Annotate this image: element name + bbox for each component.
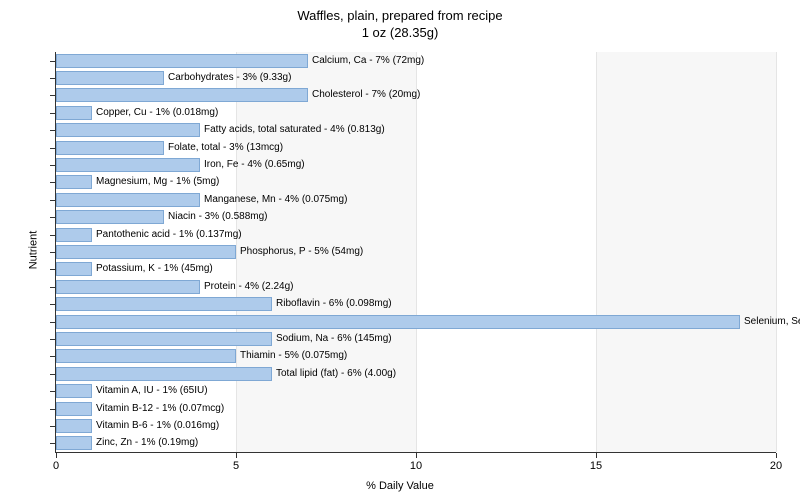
nutrient-bar-label: Pantothenic acid - 1% (0.137mg) bbox=[96, 228, 242, 242]
y-tick bbox=[50, 252, 55, 253]
y-tick bbox=[50, 391, 55, 392]
y-tick bbox=[50, 374, 55, 375]
nutrient-bar-label: Calcium, Ca - 7% (72mg) bbox=[312, 54, 424, 68]
y-tick bbox=[50, 165, 55, 166]
nutrient-bar-label: Vitamin B-6 - 1% (0.016mg) bbox=[96, 419, 219, 433]
nutrient-bar-label: Zinc, Zn - 1% (0.19mg) bbox=[96, 436, 198, 450]
nutrient-bar bbox=[56, 158, 200, 172]
y-tick bbox=[50, 339, 55, 340]
x-tick-label: 20 bbox=[770, 460, 782, 472]
x-tick-label: 15 bbox=[590, 460, 602, 472]
nutrient-bar bbox=[56, 210, 164, 224]
y-tick bbox=[50, 182, 55, 183]
nutrient-bar bbox=[56, 245, 236, 259]
y-tick bbox=[50, 443, 55, 444]
nutrient-bar bbox=[56, 228, 92, 242]
x-tick bbox=[236, 453, 237, 458]
y-tick bbox=[50, 269, 55, 270]
y-tick bbox=[50, 130, 55, 131]
nutrient-bar-label: Phosphorus, P - 5% (54mg) bbox=[240, 245, 363, 259]
nutrient-bar-label: Cholesterol - 7% (20mg) bbox=[312, 88, 420, 102]
nutrient-bar bbox=[56, 419, 92, 433]
nutrient-bar bbox=[56, 262, 92, 276]
nutrient-bar-label: Iron, Fe - 4% (0.65mg) bbox=[204, 158, 305, 172]
y-tick bbox=[50, 287, 55, 288]
gridline bbox=[776, 52, 777, 452]
y-tick bbox=[50, 78, 55, 79]
nutrient-bar bbox=[56, 280, 200, 294]
y-tick bbox=[50, 95, 55, 96]
x-tick bbox=[596, 453, 597, 458]
nutrient-bar-label: Magnesium, Mg - 1% (5mg) bbox=[96, 175, 219, 189]
nutrient-bar-label: Copper, Cu - 1% (0.018mg) bbox=[96, 106, 218, 120]
nutrient-bar-label: Folate, total - 3% (13mcg) bbox=[168, 141, 283, 155]
y-tick bbox=[50, 148, 55, 149]
y-tick bbox=[50, 61, 55, 62]
nutrient-bar bbox=[56, 297, 272, 311]
y-tick bbox=[50, 304, 55, 305]
nutrient-chart: Waffles, plain, prepared from recipe 1 o… bbox=[0, 0, 800, 500]
nutrient-bar-label: Riboflavin - 6% (0.098mg) bbox=[276, 297, 392, 311]
y-tick bbox=[50, 200, 55, 201]
y-tick bbox=[50, 217, 55, 218]
nutrient-bar bbox=[56, 315, 740, 329]
y-tick bbox=[50, 409, 55, 410]
y-tick bbox=[50, 356, 55, 357]
nutrient-bar bbox=[56, 88, 308, 102]
nutrient-bar-label: Potassium, K - 1% (45mg) bbox=[96, 262, 213, 276]
nutrient-bar-label: Carbohydrates - 3% (9.33g) bbox=[168, 71, 291, 85]
gridline bbox=[236, 52, 237, 452]
x-tick bbox=[416, 453, 417, 458]
nutrient-bar-label: Total lipid (fat) - 6% (4.00g) bbox=[276, 367, 396, 381]
x-axis-label: % Daily Value bbox=[0, 480, 800, 492]
y-tick bbox=[50, 113, 55, 114]
x-tick-label: 0 bbox=[53, 460, 59, 472]
nutrient-bar bbox=[56, 106, 92, 120]
nutrient-bar bbox=[56, 436, 92, 450]
nutrient-bar-label: Selenium, Se - 19% (13.1mcg) bbox=[744, 315, 800, 329]
nutrient-bar bbox=[56, 123, 200, 137]
y-tick bbox=[50, 235, 55, 236]
x-tick-label: 10 bbox=[410, 460, 422, 472]
nutrient-bar-label: Vitamin A, IU - 1% (65IU) bbox=[96, 384, 208, 398]
gridline bbox=[596, 52, 597, 452]
title-line1: Waffles, plain, prepared from recipe bbox=[297, 8, 502, 23]
nutrient-bar-label: Protein - 4% (2.24g) bbox=[204, 280, 294, 294]
nutrient-bar bbox=[56, 349, 236, 363]
nutrient-bar bbox=[56, 193, 200, 207]
chart-title: Waffles, plain, prepared from recipe 1 o… bbox=[0, 0, 800, 42]
nutrient-bar-label: Thiamin - 5% (0.075mg) bbox=[240, 349, 347, 363]
nutrient-bar bbox=[56, 54, 308, 68]
nutrient-bar-label: Fatty acids, total saturated - 4% (0.813… bbox=[204, 123, 385, 137]
nutrient-bar bbox=[56, 402, 92, 416]
nutrient-bar-label: Niacin - 3% (0.588mg) bbox=[168, 210, 267, 224]
nutrient-bar bbox=[56, 141, 164, 155]
grid-shade bbox=[596, 52, 776, 452]
y-tick bbox=[50, 426, 55, 427]
nutrient-bar bbox=[56, 384, 92, 398]
nutrient-bar-label: Manganese, Mn - 4% (0.075mg) bbox=[204, 193, 347, 207]
nutrient-bar bbox=[56, 332, 272, 346]
x-tick bbox=[56, 453, 57, 458]
nutrient-bar bbox=[56, 71, 164, 85]
nutrient-bar bbox=[56, 367, 272, 381]
gridline bbox=[416, 52, 417, 452]
x-tick bbox=[776, 453, 777, 458]
nutrient-bar-label: Vitamin B-12 - 1% (0.07mcg) bbox=[96, 402, 224, 416]
nutrient-bar bbox=[56, 175, 92, 189]
title-line2: 1 oz (28.35g) bbox=[362, 25, 439, 40]
nutrient-bar-label: Sodium, Na - 6% (145mg) bbox=[276, 332, 392, 346]
plot-area: 05101520Calcium, Ca - 7% (72mg)Carbohydr… bbox=[55, 52, 776, 453]
y-tick bbox=[50, 322, 55, 323]
y-axis-label: Nutrient bbox=[27, 231, 39, 270]
x-tick-label: 5 bbox=[233, 460, 239, 472]
